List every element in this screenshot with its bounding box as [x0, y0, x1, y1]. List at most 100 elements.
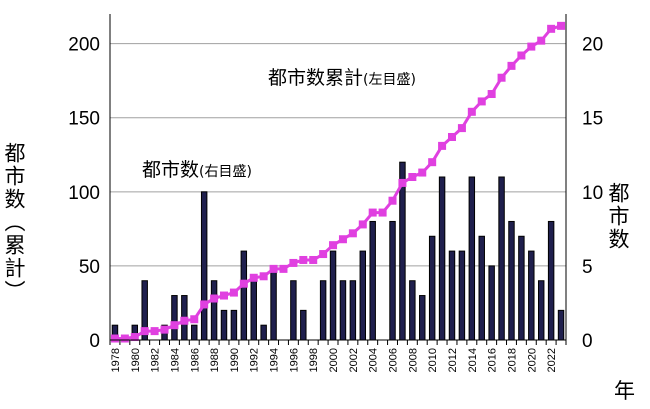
left-tick-label: 50 — [79, 257, 100, 278]
marker-2022 — [547, 24, 556, 33]
right-tick-label: 15 — [582, 109, 603, 130]
marker-1987 — [200, 300, 209, 309]
x-tick-label: 1990 — [229, 348, 241, 372]
left-axis-label: 都市数（累計） — [2, 142, 26, 303]
bar-series-label: 都市数(右目盛) — [142, 159, 252, 181]
bar-2021 — [537, 280, 545, 341]
bar-1989 — [220, 309, 228, 341]
marker-2011 — [438, 141, 447, 150]
bar-2008 — [409, 280, 416, 341]
x-tick-label: 1982 — [150, 348, 162, 372]
bar-2011 — [438, 176, 446, 341]
marker-1983 — [160, 325, 169, 334]
marker-1979 — [120, 334, 129, 343]
marker-1989 — [220, 291, 228, 300]
marker-1992 — [249, 273, 258, 282]
bar-series — [111, 161, 565, 341]
x-axis-label: 年 — [614, 379, 635, 403]
right-tick-label: 5 — [582, 257, 593, 278]
x-tick-label: 1986 — [189, 348, 201, 372]
marker-2020 — [527, 42, 536, 51]
marker-2004 — [368, 208, 377, 217]
bar-1986 — [191, 324, 198, 341]
left-tick-label: 100 — [68, 183, 100, 204]
x-tick-label: 2020 — [526, 348, 538, 372]
marker-2018 — [507, 61, 516, 70]
marker-1990 — [229, 288, 238, 297]
marker-1994 — [269, 264, 278, 273]
bar-2016 — [488, 265, 495, 341]
cumulative-line — [115, 24, 562, 340]
bar-2010 — [428, 235, 436, 341]
bar-2006 — [389, 220, 396, 341]
marker-2016 — [487, 90, 496, 99]
right-tick-label: 0 — [582, 331, 593, 352]
x-tick-label: 2012 — [447, 348, 459, 372]
bar-2022 — [547, 220, 555, 341]
bar-2014 — [468, 176, 476, 341]
bar-2023 — [557, 309, 565, 341]
x-axis-ticks: 1978 1980 1982 1984 1986 1988 1990 1992 1994 1996… — [110, 348, 558, 372]
x-tick-label: 1998 — [308, 348, 320, 372]
bar-2015 — [478, 235, 485, 341]
bar-1987 — [200, 191, 208, 341]
marker-1986 — [190, 315, 199, 324]
x-tick-label: 1996 — [288, 348, 300, 372]
x-tick-label: 2010 — [427, 348, 439, 372]
x-tick-label: 1984 — [169, 348, 181, 372]
line-series-axis-note: (左目盛) — [363, 72, 416, 88]
axes — [109, 14, 567, 345]
x-tick-label: 1994 — [269, 348, 281, 372]
marker-1997 — [299, 255, 308, 264]
left-tick-label: 150 — [68, 109, 100, 130]
marker-2006 — [388, 196, 397, 205]
marker-1991 — [239, 279, 248, 288]
bar-2019 — [518, 235, 525, 341]
marker-1985 — [180, 316, 189, 325]
marker-2008 — [408, 173, 417, 181]
left-tick-label: 200 — [68, 35, 100, 56]
marker-2013 — [457, 124, 466, 133]
marker-1978 — [110, 334, 119, 343]
x-tick-label: 2022 — [546, 348, 558, 372]
left-tick-label: 0 — [89, 331, 100, 352]
bar-1997 — [300, 309, 307, 341]
marker-2009 — [418, 168, 427, 177]
right-tick-label: 10 — [582, 183, 603, 204]
bar-1992 — [250, 280, 257, 341]
x-tick-label: 1988 — [209, 348, 221, 372]
marker-2019 — [517, 51, 526, 60]
x-tick-label: 2016 — [487, 348, 499, 372]
x-tick-label: 2004 — [368, 348, 380, 372]
bar-1984 — [171, 295, 178, 341]
bar-2018 — [508, 220, 515, 341]
marker-2010 — [428, 158, 437, 167]
bar-2013 — [458, 250, 466, 341]
bar-2012 — [448, 250, 456, 341]
x-tick-label: 2002 — [348, 348, 360, 372]
marker-2005 — [378, 208, 387, 217]
marker-1993 — [259, 272, 268, 281]
marker-1998 — [309, 255, 318, 264]
line-series — [110, 21, 566, 343]
x-tick-label: 2006 — [388, 348, 400, 372]
marker-2000 — [329, 241, 338, 250]
x-tick-label: 2000 — [328, 348, 340, 372]
marker-1988 — [210, 294, 219, 303]
bar-1993 — [260, 324, 267, 341]
x-tick-label: 2014 — [467, 348, 479, 372]
x-tick-label: 1980 — [130, 348, 142, 372]
marker-2007 — [398, 178, 407, 187]
line-series-label: 都市数累計(左目盛) — [268, 67, 416, 89]
right-axis-ticks: 0 5 10 15 20 — [582, 35, 603, 352]
bar-1999 — [319, 280, 327, 341]
bar-2009 — [419, 295, 426, 341]
marker-2023 — [557, 21, 566, 30]
bar-2001 — [339, 280, 347, 341]
marker-1995 — [279, 264, 288, 273]
bar-1991 — [240, 250, 248, 341]
marker-2015 — [477, 97, 486, 106]
line-series-name: 都市数累計 — [268, 67, 363, 89]
marker-1999 — [319, 250, 328, 259]
